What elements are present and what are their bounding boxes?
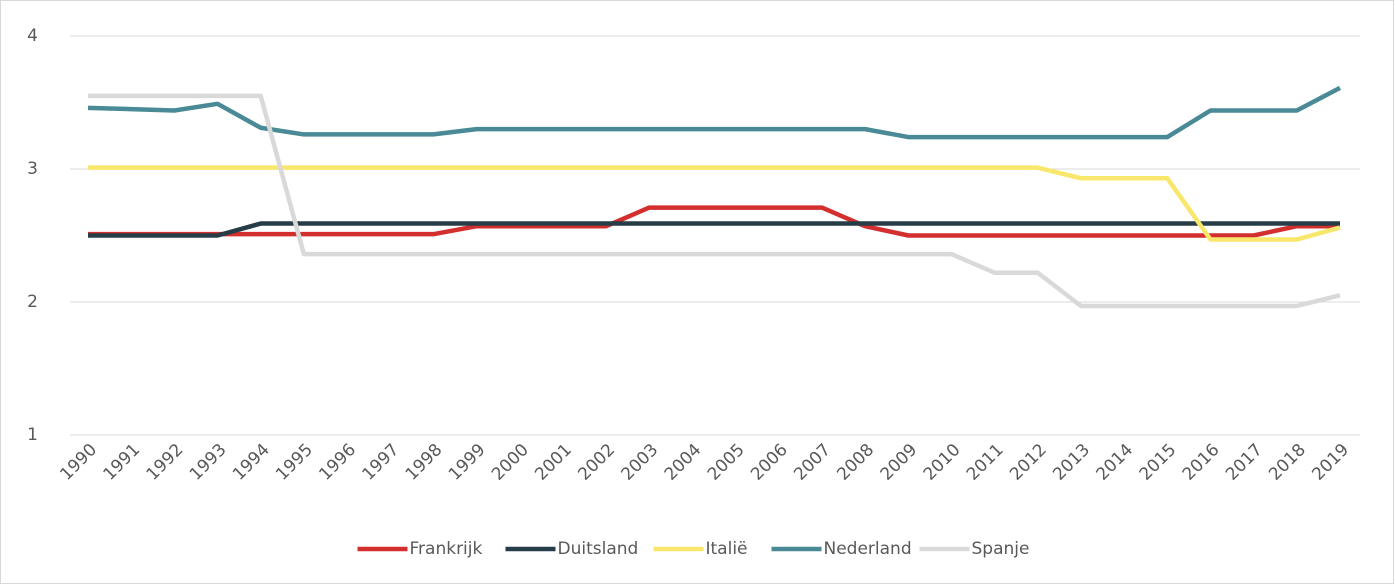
legend-label: Frankrijk [410,539,483,559]
line-series [88,93,1341,309]
line-series [88,165,1341,242]
legend-label: Spanje [972,539,1030,559]
y-tick-label: 2 [27,292,38,312]
legend-label: Nederland [824,539,912,559]
y-tick-label: 3 [27,159,38,179]
line-series [87,85,1342,140]
y-tick-label: 1 [27,425,38,445]
legend-label: Italië [706,539,748,559]
y-tick-label: 4 [27,26,38,46]
legend-label: Duitsland [558,539,639,559]
